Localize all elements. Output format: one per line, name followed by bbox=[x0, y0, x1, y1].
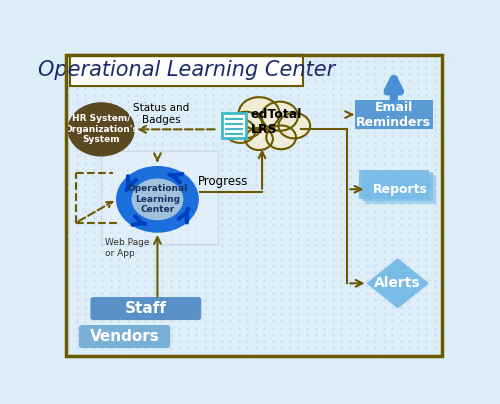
Circle shape bbox=[278, 113, 310, 139]
FancyBboxPatch shape bbox=[90, 297, 201, 320]
Text: Alerts: Alerts bbox=[374, 276, 421, 290]
FancyBboxPatch shape bbox=[79, 325, 170, 348]
Text: Staff: Staff bbox=[125, 301, 167, 316]
FancyBboxPatch shape bbox=[362, 172, 432, 201]
Text: Operational Learning Center: Operational Learning Center bbox=[38, 60, 335, 80]
Text: Operational
Learning
Center: Operational Learning Center bbox=[128, 185, 188, 214]
Text: Email
Reminders: Email Reminders bbox=[356, 101, 432, 128]
Circle shape bbox=[230, 112, 262, 138]
Text: Progress: Progress bbox=[198, 175, 248, 188]
FancyBboxPatch shape bbox=[355, 100, 432, 129]
Polygon shape bbox=[368, 259, 428, 307]
FancyBboxPatch shape bbox=[101, 151, 218, 244]
Circle shape bbox=[117, 167, 198, 232]
FancyBboxPatch shape bbox=[358, 170, 430, 199]
Text: Vendors: Vendors bbox=[90, 329, 160, 344]
Text: Reports: Reports bbox=[373, 183, 428, 196]
Text: Web Page
or App: Web Page or App bbox=[105, 238, 150, 258]
Text: HR System/
Organization's
System: HR System/ Organization's System bbox=[64, 114, 138, 144]
Text: edTotal
LRS: edTotal LRS bbox=[250, 107, 302, 136]
Circle shape bbox=[266, 126, 296, 149]
Circle shape bbox=[132, 179, 182, 220]
Circle shape bbox=[245, 128, 273, 150]
Text: Status and
Badges: Status and Badges bbox=[133, 103, 190, 125]
Circle shape bbox=[262, 102, 298, 131]
Circle shape bbox=[68, 103, 134, 156]
Circle shape bbox=[226, 119, 255, 143]
FancyBboxPatch shape bbox=[70, 55, 303, 86]
FancyBboxPatch shape bbox=[365, 175, 436, 204]
FancyBboxPatch shape bbox=[222, 113, 246, 138]
Circle shape bbox=[238, 97, 280, 130]
